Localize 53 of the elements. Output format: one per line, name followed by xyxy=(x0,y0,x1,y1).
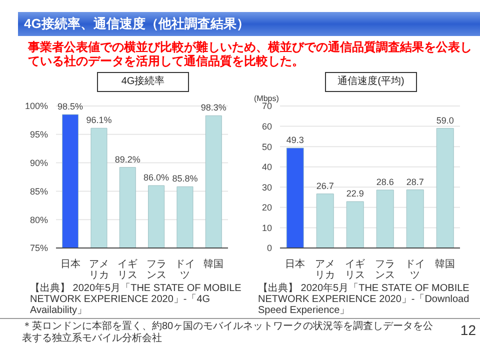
text: 【出典】 2020年5月「THE STATE OF MOBILE NETWORK EXPERIENCE 2020」-「Download Speed Experience」 xyxy=(258,283,470,316)
data-label: 98.3% xyxy=(200,102,226,113)
y-tick-label: 20 xyxy=(262,202,272,213)
chart-title: 4G接続率 xyxy=(97,72,189,92)
x-tick-label: ドイツ xyxy=(405,259,425,281)
bar xyxy=(316,194,334,248)
text: 事業者公表値での横並び比較が難しいため、横並びでの通信品質調査結果を公表している社のデータを活用して通信品質を比較した。 xyxy=(28,40,473,68)
chart-title: 通信速度(平均) xyxy=(325,72,417,92)
y-tick-label: 60 xyxy=(262,121,272,132)
data-label: 98.5% xyxy=(58,102,84,112)
text: 12 xyxy=(459,322,476,338)
data-label: 89.2% xyxy=(114,154,140,164)
y-tick-label: 10 xyxy=(262,222,272,233)
x-tick-label: ドイツ xyxy=(175,259,195,281)
data-label: 96.1% xyxy=(86,115,112,126)
bar xyxy=(376,190,394,248)
x-tick-label: 韓国 xyxy=(204,258,224,270)
y-tick-label: 80% xyxy=(30,214,48,225)
x-tick-label: アメリカ xyxy=(315,259,335,281)
x-tick-label: 韓国 xyxy=(435,258,455,270)
y-tick-label: 90% xyxy=(30,158,48,168)
y-tick-label: 70 xyxy=(262,101,272,112)
y-tick-label: 30 xyxy=(262,182,272,192)
y-tick-label: 75% xyxy=(30,243,48,254)
x-tick-label: フランス xyxy=(146,259,166,281)
text: 4G接続率、通信速度（他社調査結果） xyxy=(18,12,480,36)
y-tick-label: 0 xyxy=(266,243,272,254)
y-tick-label: 50 xyxy=(262,142,272,152)
bar xyxy=(286,148,304,248)
bar xyxy=(436,128,454,248)
data-label: 28.7 xyxy=(406,176,424,187)
x-tick-label: イギリス xyxy=(345,258,365,281)
data-label: 85.8% xyxy=(172,174,198,184)
data-label: 26.7 xyxy=(316,180,334,191)
x-tick-label: イギリス xyxy=(118,258,138,281)
x-tick-label: 日本 xyxy=(60,258,80,270)
data-label: 59.0 xyxy=(436,115,454,126)
x-tick-label: フランス xyxy=(375,259,395,281)
y-axis-title: (Mbps) xyxy=(254,94,279,103)
x-tick-label: 日本 xyxy=(285,258,305,270)
text: 【出典】 2020年5月「THE STATE OF MOBILE NETWORK EXPERIENCE 2020」-「4G Availability」 xyxy=(30,283,242,316)
text: ＊英ロンドンに本部を置く、約80ヶ国のモバイルネットワークの状況等を調査しデータを公表する独立系モバイル分析会社 xyxy=(22,321,434,345)
data-label: 49.3 xyxy=(286,134,304,145)
bar xyxy=(406,190,424,248)
data-label: 22.9 xyxy=(346,188,364,199)
data-label: 28.6 xyxy=(376,176,394,187)
x-tick-label: アメリカ xyxy=(89,259,109,281)
y-tick-label: 100% xyxy=(24,101,48,112)
y-tick-label: 85% xyxy=(30,186,48,196)
bar xyxy=(346,201,364,248)
y-tick-label: 95% xyxy=(30,130,48,140)
y-tick-label: 40 xyxy=(262,162,272,172)
data-label: 86.0% xyxy=(144,172,170,183)
